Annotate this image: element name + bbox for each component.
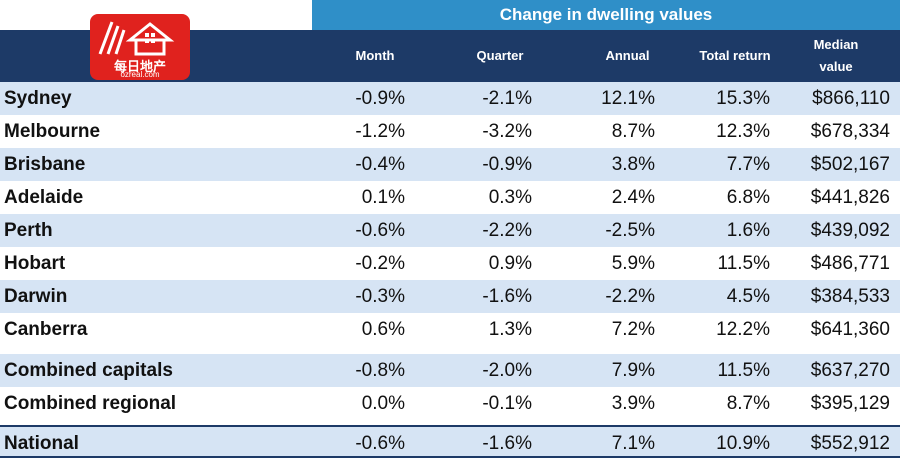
cell-median: $866,110 <box>812 87 890 109</box>
cell-median: $439,092 <box>810 219 890 241</box>
cell-total-return: 12.3% <box>716 120 770 142</box>
row-label: Combined capitals <box>4 359 173 381</box>
cell-quarter: -1.6% <box>482 285 532 307</box>
cell-total-return: 4.5% <box>726 285 770 307</box>
cell-annual: 8.7% <box>611 120 655 142</box>
house-icon <box>98 21 175 56</box>
cell-total-return: 7.7% <box>726 153 770 175</box>
table-row: National -0.6% -1.6% 7.1% 10.9% $552,912 <box>0 425 900 458</box>
cell-month: 0.6% <box>361 318 405 340</box>
cell-total-return: 1.6% <box>726 219 770 241</box>
cell-annual: 12.1% <box>601 87 655 109</box>
table-row: Perth -0.6% -2.2% -2.5% 1.6% $439,092 <box>0 214 900 247</box>
cell-quarter: -2.0% <box>482 359 532 381</box>
cell-month: -0.9% <box>355 87 405 109</box>
logo-url: ozreal.com <box>120 70 160 79</box>
cell-quarter: 0.3% <box>488 186 532 208</box>
column-header-month: Month <box>355 48 395 63</box>
cell-month: 0.0% <box>361 392 405 414</box>
cell-median: $395,129 <box>810 392 890 414</box>
cell-month: -0.4% <box>355 153 405 175</box>
cell-median: $552,912 <box>810 432 890 454</box>
cell-annual: 3.9% <box>611 392 655 414</box>
column-header-quarter: Quarter <box>476 48 524 63</box>
column-header-total-return: Total return <box>699 48 771 63</box>
cell-quarter: -0.1% <box>482 392 532 414</box>
row-label: Adelaide <box>4 186 84 208</box>
cell-annual: 3.8% <box>611 153 655 175</box>
cell-median: $441,826 <box>810 186 890 208</box>
cell-median: $486,771 <box>810 252 890 274</box>
row-label: Melbourne <box>4 120 101 142</box>
table-row: Melbourne -1.2% -3.2% 8.7% 12.3% $678,334 <box>0 115 900 148</box>
cell-median: $502,167 <box>810 153 890 175</box>
cell-median: $384,533 <box>810 285 890 307</box>
cell-total-return: 6.8% <box>726 186 770 208</box>
row-label: Sydney <box>4 87 72 109</box>
cell-annual: 7.2% <box>611 318 655 340</box>
cell-quarter: -1.6% <box>482 432 532 454</box>
logo-text: 每日地产 <box>113 59 166 74</box>
cell-month: -0.6% <box>355 432 405 454</box>
cell-total-return: 10.9% <box>716 432 770 454</box>
cell-quarter: -2.2% <box>482 219 532 241</box>
table-row: Darwin -0.3% -1.6% -2.2% 4.5% $384,533 <box>0 280 900 313</box>
cell-total-return: 8.7% <box>726 392 770 414</box>
cell-total-return: 11.5% <box>717 252 770 274</box>
table-row: Combined regional 0.0% -0.1% 3.9% 8.7% $395,1… <box>0 387 900 420</box>
cell-annual: 7.9% <box>611 359 655 381</box>
cell-quarter: -0.9% <box>482 153 532 175</box>
row-label: Perth <box>4 219 53 241</box>
cell-quarter: 1.3% <box>488 318 532 340</box>
cell-quarter: 0.9% <box>488 252 532 274</box>
table-row: Canberra 0.6% 1.3% 7.2% 12.2% $641,360 <box>0 313 900 346</box>
column-header-median-value: Median value <box>813 37 859 74</box>
table-row: Sydney -0.9% -2.1% 12.1% 15.3% $866,110 <box>0 82 900 115</box>
cell-month: -0.6% <box>355 219 405 241</box>
column-header-annual: Annual <box>605 48 650 63</box>
row-label: National <box>4 432 79 454</box>
cell-month: 0.1% <box>361 186 405 208</box>
cell-month: -1.2% <box>355 120 405 142</box>
row-label: Combined regional <box>4 392 177 414</box>
row-label: Hobart <box>4 252 66 274</box>
cell-quarter: -2.1% <box>482 87 532 109</box>
cell-annual: -2.2% <box>605 285 655 307</box>
table-row: Adelaide 0.1% 0.3% 2.4% 6.8% $441,826 <box>0 181 900 214</box>
cell-annual: 7.1% <box>611 432 655 454</box>
cell-total-return: 11.5% <box>717 359 770 381</box>
ozreal-logo: 每日地产 ozreal.com <box>90 14 190 80</box>
cell-median: $637,270 <box>810 359 890 381</box>
cell-month: -0.8% <box>355 359 405 381</box>
cell-annual: 5.9% <box>611 252 655 274</box>
cell-median: $641,360 <box>810 318 890 340</box>
cell-total-return: 12.2% <box>716 318 770 340</box>
cell-quarter: -3.2% <box>482 120 532 142</box>
row-label: Brisbane <box>4 153 86 175</box>
cell-median: $678,334 <box>810 120 890 142</box>
cell-month: -0.2% <box>355 252 405 274</box>
cell-total-return: 15.3% <box>716 87 770 109</box>
row-label: Darwin <box>4 285 68 307</box>
row-label: Canberra <box>4 318 88 340</box>
cell-annual: -2.5% <box>605 219 655 241</box>
cell-month: -0.3% <box>355 285 405 307</box>
cell-annual: 2.4% <box>611 186 655 208</box>
table-title: Change in dwelling values <box>312 0 900 30</box>
table-row: Combined capitals -0.8% -2.0% 7.9% 11.5% $637… <box>0 354 900 387</box>
table-row: Brisbane -0.4% -0.9% 3.8% 7.7% $502,167 <box>0 148 900 181</box>
table-row: Hobart -0.2% 0.9% 5.9% 11.5% $486,771 <box>0 247 900 280</box>
